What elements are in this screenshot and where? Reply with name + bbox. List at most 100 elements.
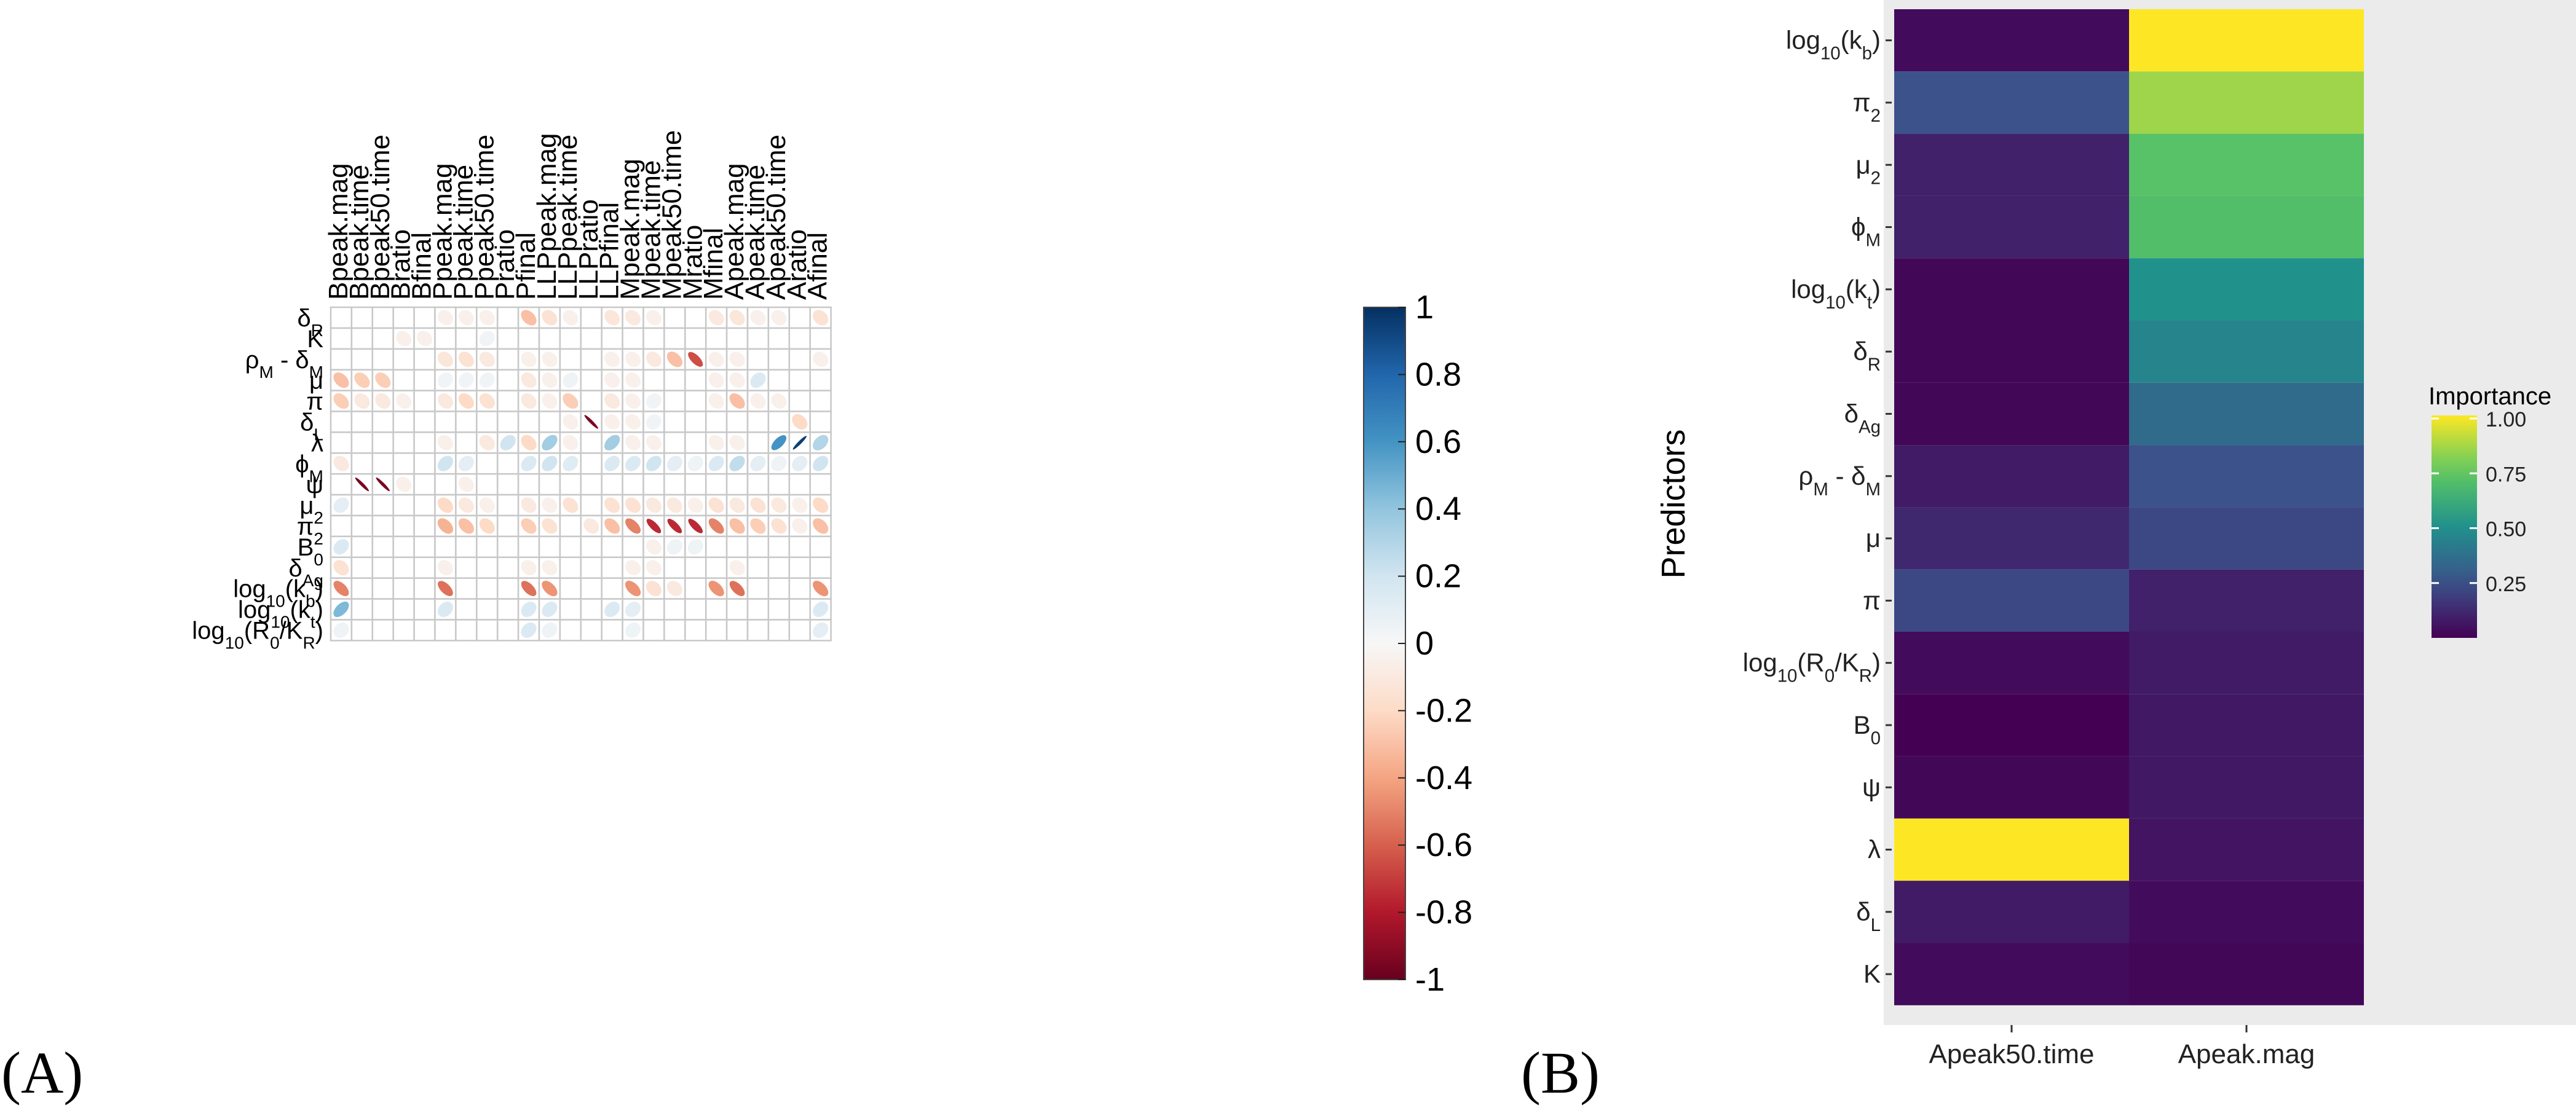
grid-cell (496, 327, 520, 350)
correlation-ellipse (604, 393, 620, 409)
correlation-ellipse (646, 434, 662, 450)
grid-cell (413, 452, 436, 475)
panel-label-a: (A) (1, 1040, 84, 1106)
grid-cell (788, 306, 811, 329)
heatmap-tile (1894, 382, 2129, 446)
grid-cell (496, 535, 520, 559)
grid-cell (559, 577, 582, 600)
grid-cell (496, 452, 520, 475)
correlation-ellipse (666, 352, 682, 367)
grid-cell (517, 411, 540, 433)
heatmap-tile (1894, 445, 2129, 508)
grid-cell (392, 598, 415, 621)
correlation-ellipse (667, 519, 682, 533)
y-tick-label: log10(kb) (1786, 26, 1881, 64)
y-tick-label: B0 (1854, 710, 1881, 749)
grid-cell (350, 619, 374, 642)
legend-tick-label: 0.75 (2486, 463, 2526, 486)
correlation-ellipse (563, 393, 579, 409)
grid-cell (642, 598, 665, 621)
column-label: Mpeak.time (636, 160, 666, 300)
column-label: Bratio (386, 229, 416, 300)
column-label: Mfinal (698, 228, 729, 300)
grid-cell (350, 306, 374, 329)
grid-cell (705, 327, 728, 350)
grid-cell (371, 348, 394, 371)
correlation-ellipse (396, 393, 412, 409)
grid-cell (788, 348, 811, 371)
correlation-ellipse (396, 331, 412, 347)
grid-cell (809, 556, 832, 579)
grid-cell (725, 327, 749, 350)
correlation-ellipse (625, 310, 641, 326)
correlation-ellipse (729, 393, 745, 409)
grid-cell (517, 473, 540, 496)
correlation-ellipse (479, 372, 495, 388)
grid-cell (809, 390, 832, 412)
correlation-ellipse (771, 455, 787, 471)
correlation-ellipse (521, 622, 537, 638)
correlation-ellipse (521, 434, 537, 450)
correlation-ellipse (333, 497, 349, 513)
correlation-ellipse (437, 310, 453, 326)
grid-cell (371, 431, 394, 454)
correlation-ellipse (583, 518, 599, 534)
grid-cell (684, 390, 707, 412)
grid-cell (663, 327, 686, 350)
grid-cell (580, 577, 603, 600)
correlation-ellipse (542, 455, 558, 471)
correlation-ellipse (437, 372, 453, 388)
legend-title: Importance (2428, 383, 2551, 410)
grid-cell (496, 556, 520, 579)
heatmap-tile (1894, 320, 2129, 383)
grid-cell (725, 535, 749, 559)
correlation-ellipse (625, 414, 641, 430)
column-label: Pfinal (511, 232, 541, 300)
grid-cell (663, 306, 686, 329)
correlation-ellipse (563, 455, 579, 471)
importance-heatmap-chart: log10(kb) π2 μ2 ϕM log10(kt) δR δAg ρM - δM μ π lo… (1655, 0, 2576, 1069)
heatmap-tile (2129, 881, 2364, 943)
grid-cell (663, 619, 686, 642)
grid-cell (496, 598, 520, 621)
grid-cell (767, 348, 791, 371)
grid-cell (496, 619, 520, 642)
correlation-ellipse (354, 372, 370, 388)
grid-cell (705, 411, 728, 433)
grid-cell (371, 577, 394, 600)
grid-cell (705, 598, 728, 621)
correlation-ellipse (333, 539, 349, 555)
correlation-ellipse (813, 310, 829, 326)
grid-cell (601, 556, 623, 579)
grid-cell (455, 327, 478, 350)
grid-cell (684, 577, 707, 600)
heatmap-tile (1894, 507, 2129, 570)
correlation-ellipse (813, 602, 829, 618)
correlation-ellipse (417, 331, 433, 347)
correlation-ellipse (625, 518, 641, 534)
correlation-ellipse (458, 352, 474, 367)
correlation-ellipse (458, 310, 474, 326)
grid-cell (642, 473, 665, 496)
grid-cell (392, 348, 415, 371)
heatmap-tile (1894, 694, 2129, 756)
grid-cell (392, 431, 415, 454)
grid-cell (684, 327, 707, 350)
correlation-ellipse (750, 393, 766, 409)
grid-cell (580, 390, 603, 412)
grid-cell (371, 598, 394, 621)
grid-cell (684, 556, 707, 579)
grid-cell (496, 348, 520, 371)
correlation-ellipse (333, 393, 349, 409)
correlation-ellipse (458, 455, 474, 471)
correlation-ellipse (708, 352, 724, 367)
grid-cell (392, 411, 415, 433)
correlation-ellipse (333, 455, 349, 471)
correlation-ellipse (396, 476, 412, 492)
column-label: Apeak.time (740, 165, 770, 300)
grid-cell (350, 598, 374, 621)
grid-cell (434, 411, 457, 433)
row-label: π (306, 388, 323, 415)
grid-cell (580, 452, 603, 475)
heatmap-tile (2129, 507, 2364, 570)
